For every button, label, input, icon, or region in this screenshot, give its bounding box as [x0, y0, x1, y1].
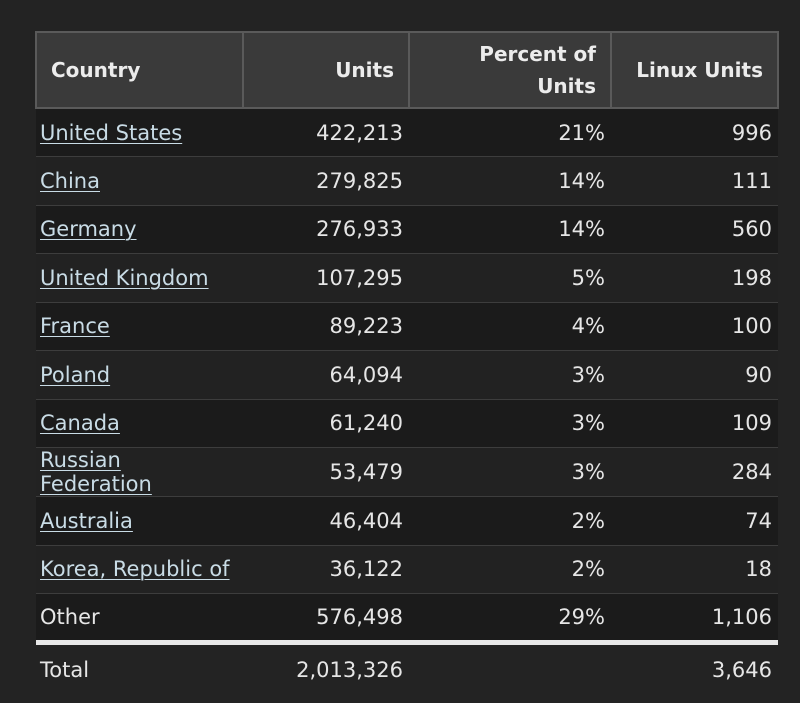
total-percent	[409, 639, 611, 696]
percent-cell: 3%	[409, 399, 611, 448]
table-row: United Kingdom 107,295 5% 198	[36, 253, 778, 303]
table-row: Australia 46,404 2% 74	[36, 496, 778, 546]
country-link[interactable]: France	[40, 314, 110, 339]
table-row: France 89,223 4% 100	[36, 302, 778, 351]
country-link[interactable]: Canada	[40, 411, 120, 436]
country-cell: Other	[36, 593, 243, 643]
country-link[interactable]: Russian Federation	[40, 448, 152, 496]
table-header: Country Units Percent of Units Linux Unit…	[35, 31, 779, 109]
country-link[interactable]: Germany	[40, 217, 137, 242]
units-cell: 576,498	[243, 593, 409, 643]
country-cell: Korea, Republic of	[36, 545, 243, 594]
table-row: United States 422,213 21% 996	[36, 108, 778, 157]
country-cell: Canada	[36, 399, 243, 448]
header-percent: Percent of Units	[408, 31, 612, 109]
table-row: Canada 61,240 3% 109	[36, 399, 778, 448]
total-label: Total	[36, 639, 243, 696]
percent-cell: 2%	[409, 496, 611, 546]
linux-units-cell: 109	[611, 399, 778, 448]
units-cell: 61,240	[243, 399, 409, 448]
units-cell: 53,479	[243, 447, 409, 497]
percent-cell: 4%	[409, 302, 611, 351]
country-cell: United Kingdom	[36, 253, 243, 303]
linux-units-cell: 100	[611, 302, 778, 351]
country-cell: China	[36, 156, 243, 206]
units-cell: 89,223	[243, 302, 409, 351]
total-row: Total 2,013,326 3,646	[36, 639, 778, 696]
units-cell: 107,295	[243, 253, 409, 303]
header-row: Country Units Percent of Units Linux Unit…	[35, 31, 779, 109]
country-link[interactable]: Korea, Republic of	[40, 557, 230, 582]
total-units: 2,013,326	[243, 639, 409, 696]
units-cell: 279,825	[243, 156, 409, 206]
country-cell: Germany	[36, 205, 243, 254]
percent-cell: 2%	[409, 545, 611, 594]
percent-cell: 21%	[409, 108, 611, 157]
table-row: Russian Federation 53,479 3% 284	[36, 447, 778, 497]
country-link[interactable]: United States	[40, 120, 183, 145]
country-cell: Russian Federation	[36, 447, 243, 497]
header-percent-line1: Percent of	[479, 42, 596, 66]
country-units-table-container: Country Units Percent of Units Linux Unit…	[35, 31, 779, 696]
country-cell: United States	[36, 108, 243, 157]
header-percent-line2: Units	[537, 74, 596, 98]
linux-units-cell: 560	[611, 205, 778, 254]
total-linux-units: 3,646	[611, 639, 778, 696]
country-cell: France	[36, 302, 243, 351]
country-link[interactable]: United Kingdom	[40, 265, 209, 290]
country-label: Other	[40, 604, 100, 629]
linux-units-cell: 90	[611, 350, 778, 400]
percent-cell: 14%	[409, 205, 611, 254]
table-row: Korea, Republic of 36,122 2% 18	[36, 545, 778, 594]
linux-units-cell: 198	[611, 253, 778, 303]
linux-units-cell: 284	[611, 447, 778, 497]
country-link[interactable]: China	[40, 168, 100, 193]
header-country: Country	[35, 31, 244, 109]
units-cell: 36,122	[243, 545, 409, 594]
country-units-table: Country Units Percent of Units Linux Unit…	[35, 31, 779, 696]
linux-units-cell: 18	[611, 545, 778, 594]
table-row: Poland 64,094 3% 90	[36, 350, 778, 400]
units-cell: 276,933	[243, 205, 409, 254]
percent-cell: 14%	[409, 156, 611, 206]
table-row: China 279,825 14% 111	[36, 156, 778, 206]
percent-cell: 3%	[409, 350, 611, 400]
linux-units-cell: 74	[611, 496, 778, 546]
linux-units-cell: 111	[611, 156, 778, 206]
percent-cell: 3%	[409, 447, 611, 497]
table-footer: Total 2,013,326 3,646	[36, 639, 778, 696]
table-body: United States 422,213 21% 996 China 279,825 14…	[36, 108, 778, 643]
header-linux-units: Linux Units	[610, 31, 779, 109]
units-cell: 422,213	[243, 108, 409, 157]
percent-cell: 5%	[409, 253, 611, 303]
country-link[interactable]: Australia	[40, 508, 133, 533]
percent-cell: 29%	[409, 593, 611, 643]
table-row: Other 576,498 29% 1,106	[36, 593, 778, 643]
linux-units-cell: 996	[611, 108, 778, 157]
linux-units-cell: 1,106	[611, 593, 778, 643]
units-cell: 64,094	[243, 350, 409, 400]
units-cell: 46,404	[243, 496, 409, 546]
country-link[interactable]: Poland	[40, 362, 111, 387]
country-cell: Poland	[36, 350, 243, 400]
country-cell: Australia	[36, 496, 243, 546]
table-row: Germany 276,933 14% 560	[36, 205, 778, 254]
header-units: Units	[242, 31, 410, 109]
